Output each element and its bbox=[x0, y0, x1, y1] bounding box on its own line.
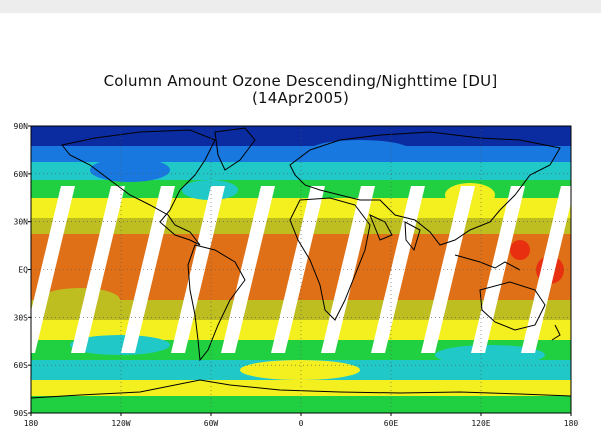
lat-label: 30S bbox=[14, 313, 29, 322]
axis-ticks bbox=[28, 125, 572, 416]
orbit-gap-stripe bbox=[271, 186, 325, 353]
lon-label: 60W bbox=[204, 419, 219, 428]
orbit-gap-stripe bbox=[31, 186, 75, 353]
orbit-gap-stripe bbox=[521, 186, 571, 353]
orbit-gap-stripe bbox=[71, 186, 125, 353]
lat-label: EQ bbox=[18, 266, 28, 275]
orbit-gap-stripe bbox=[571, 186, 601, 353]
lat-label: 60S bbox=[14, 361, 29, 370]
map-title: Column Amount Ozone Descending/Nighttime… bbox=[103, 72, 498, 90]
lon-label: 60E bbox=[384, 419, 399, 428]
lat-label: 90N bbox=[14, 122, 29, 131]
orbit-gap-stripe bbox=[471, 186, 525, 353]
lat-label: 90S bbox=[14, 409, 29, 418]
lon-label: 180 bbox=[24, 419, 39, 428]
window-top-band bbox=[0, 0, 601, 13]
map-subtitle: (14Apr2005) bbox=[251, 89, 350, 107]
coastlines bbox=[31, 127, 571, 399]
orbit-gap-stripe bbox=[171, 186, 225, 353]
lon-axis: 180 120W 60W 0 60E 120E 180 bbox=[24, 419, 579, 428]
lon-label: 120E bbox=[471, 419, 490, 428]
lon-label: 0 bbox=[299, 419, 304, 428]
ozone-field bbox=[31, 126, 601, 413]
orbit-gap-stripe bbox=[371, 186, 425, 353]
lon-label: 120W bbox=[111, 419, 130, 428]
band-arctic-high bbox=[31, 126, 571, 148]
lat-label: 30N bbox=[14, 218, 29, 227]
lon-label: 180 bbox=[564, 419, 579, 428]
lat-axis: 90N 60N 30N EQ 30S 60S 90S bbox=[14, 122, 29, 418]
lat-label: 60N bbox=[14, 170, 29, 179]
